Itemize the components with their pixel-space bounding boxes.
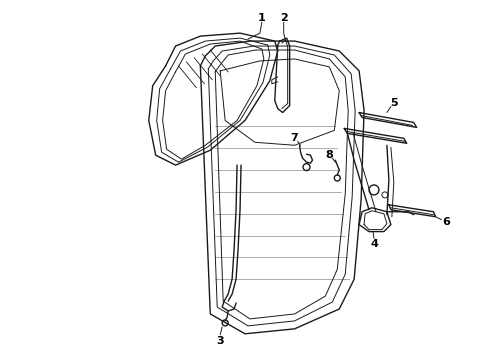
Text: 6: 6: [442, 217, 450, 227]
Text: 1: 1: [258, 13, 266, 23]
Text: 8: 8: [325, 150, 333, 160]
Text: 5: 5: [390, 98, 398, 108]
Text: 2: 2: [280, 13, 288, 23]
Text: 7: 7: [291, 133, 298, 143]
Text: 4: 4: [370, 239, 378, 249]
Text: 3: 3: [217, 336, 224, 346]
